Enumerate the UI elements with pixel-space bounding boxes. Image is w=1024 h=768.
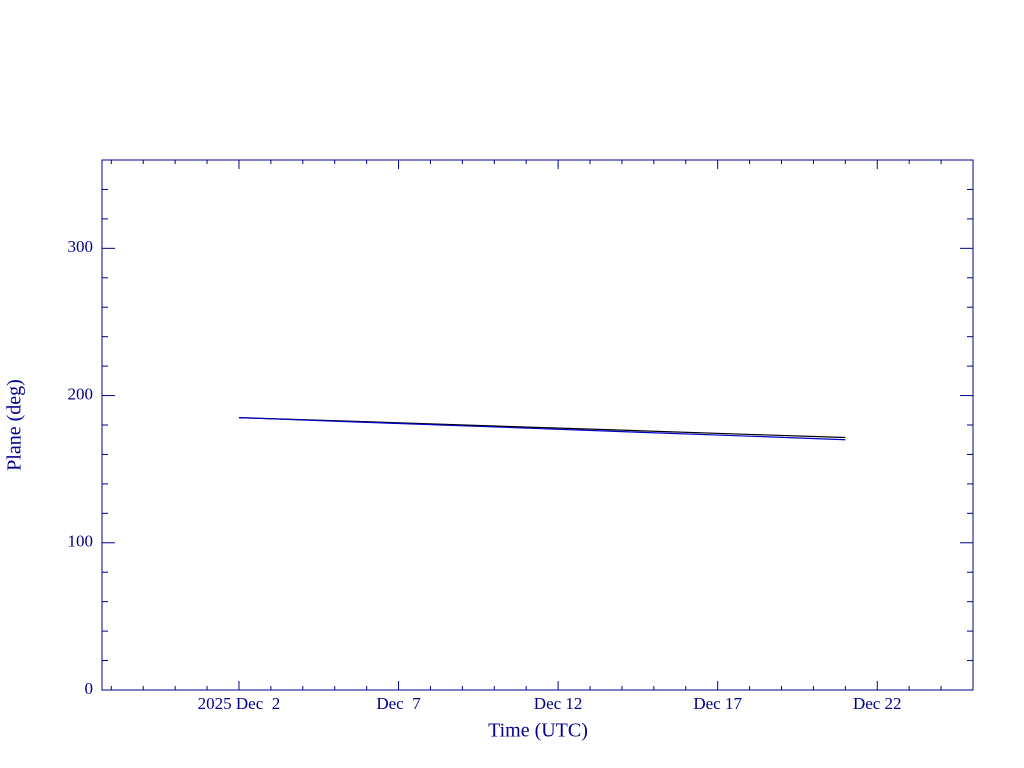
plot-frame bbox=[101, 159, 974, 691]
x-axis-label: Time (UTC) bbox=[488, 720, 588, 742]
y-tick-label: 300 bbox=[68, 237, 94, 256]
x-tick-label: Dec 7 bbox=[376, 694, 421, 713]
x-tick-label: 2025 Dec 2 bbox=[198, 694, 281, 713]
x-tick-label: Dec 17 bbox=[693, 694, 742, 713]
x-tick-label: Dec 22 bbox=[853, 694, 902, 713]
series-line bbox=[238, 417, 846, 441]
y-tick-label: 0 bbox=[85, 679, 94, 698]
y-tick-label: 100 bbox=[68, 532, 94, 551]
y-tick-label: 200 bbox=[68, 384, 94, 403]
y-axis-label: Plane (deg) bbox=[4, 379, 26, 471]
x-tick-label: Dec 12 bbox=[534, 694, 583, 713]
